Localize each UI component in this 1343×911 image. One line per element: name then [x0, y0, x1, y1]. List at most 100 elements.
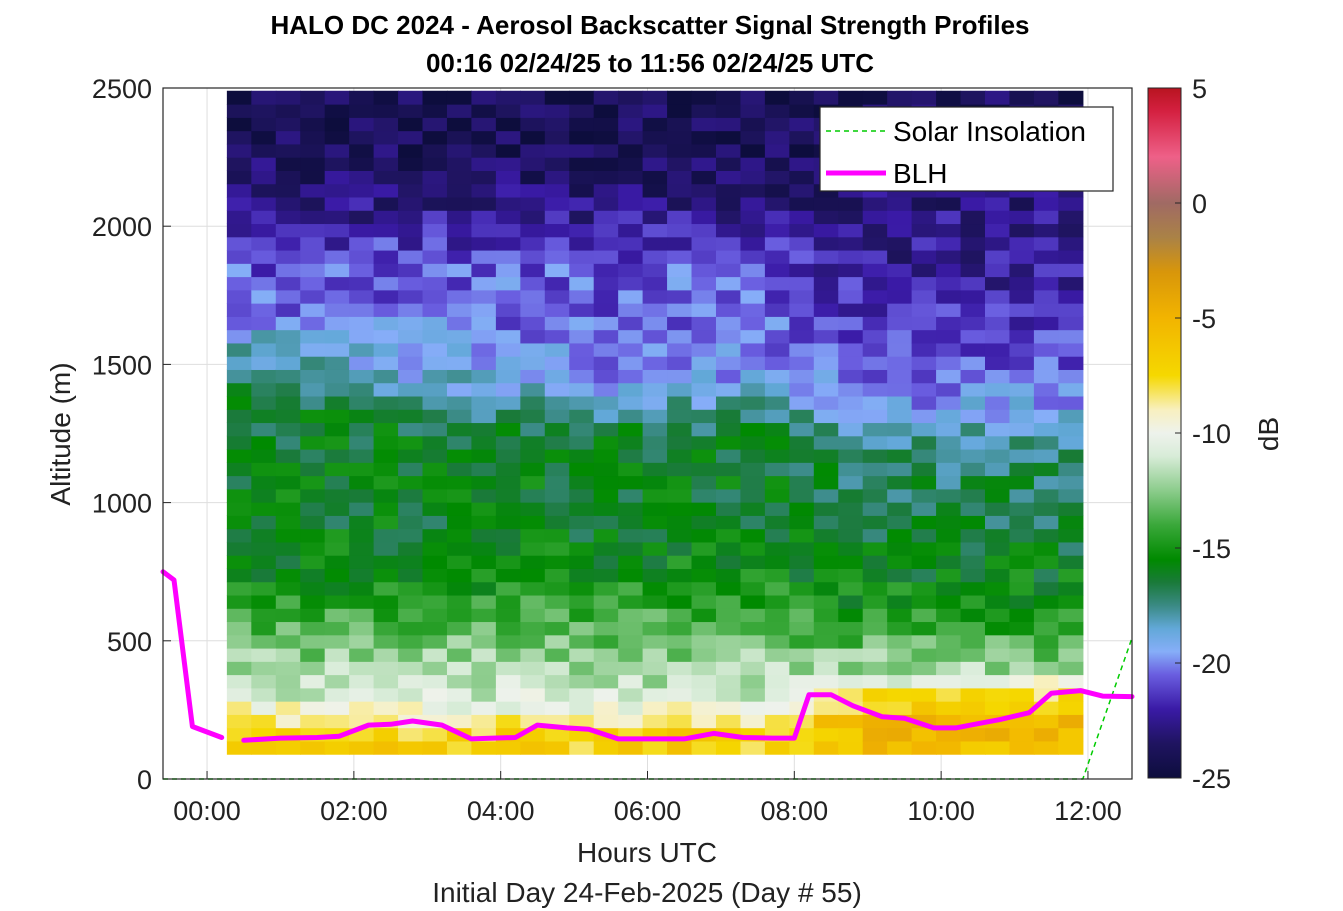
heatmap-cell [251, 488, 277, 503]
heatmap-cell [838, 409, 864, 424]
heatmap-cell [349, 608, 375, 623]
heatmap-cell [984, 621, 1011, 636]
heatmap-cell [569, 462, 595, 477]
heatmap-cell [422, 740, 448, 755]
heatmap-cell [618, 448, 644, 463]
heatmap-cell [667, 130, 693, 145]
heatmap-cell [398, 515, 424, 530]
heatmap-cell [838, 647, 864, 662]
heatmap-cell [1033, 568, 1059, 583]
heatmap-cell [422, 634, 448, 649]
heatmap-cell [911, 661, 937, 676]
heatmap-cell [691, 515, 717, 530]
heatmap-cell [715, 488, 742, 503]
heatmap-cell [936, 422, 962, 437]
heatmap-cell [373, 541, 399, 556]
heatmap-cell [691, 143, 717, 158]
heatmap-cell [642, 342, 668, 357]
heatmap-cell [618, 210, 644, 225]
heatmap-cell [544, 541, 570, 556]
heatmap-cell [520, 555, 546, 569]
heatmap-cell [373, 422, 399, 437]
heatmap-cell [691, 647, 717, 662]
heatmap-cell [520, 369, 546, 384]
heatmap-cell [226, 475, 252, 490]
heatmap-cell [1009, 528, 1035, 543]
heatmap-cell [862, 608, 888, 623]
heatmap-cell [887, 369, 913, 384]
heatmap-cell [349, 515, 375, 530]
heatmap-cell [642, 117, 668, 132]
heatmap-cell [691, 104, 717, 118]
heatmap-cell [618, 594, 644, 609]
heatmap-cell [275, 356, 301, 370]
heatmap-cell [520, 157, 546, 171]
heatmap-cell [495, 462, 521, 477]
heatmap-cell [911, 448, 937, 463]
heatmap-cell [373, 581, 399, 596]
heatmap-cell [642, 356, 668, 370]
heatmap-cell [569, 316, 595, 331]
heatmap-cell [838, 608, 864, 623]
heatmap-cell [226, 515, 252, 530]
heatmap-cell [838, 435, 864, 450]
heatmap-cell [422, 608, 448, 623]
heatmap-cell [838, 395, 864, 410]
heatmap-cell [642, 196, 668, 211]
heatmap-cell [887, 608, 913, 623]
heatmap-cell [887, 289, 913, 304]
heatmap-cell [275, 196, 301, 211]
heatmap-cell [789, 263, 815, 278]
heatmap-cell [911, 236, 937, 251]
heatmap-cell [520, 462, 546, 477]
heatmap-cell [789, 276, 815, 291]
heatmap-cell [349, 462, 375, 477]
heatmap-cell [960, 329, 986, 344]
heatmap-cell [667, 143, 693, 158]
heatmap-cell [1033, 223, 1059, 238]
heatmap-cell [349, 647, 375, 662]
heatmap-cell [862, 661, 888, 676]
heatmap-cell [398, 303, 424, 317]
heatmap-cell [471, 647, 497, 662]
heatmap-cell [1058, 661, 1084, 676]
heatmap-cell [373, 687, 399, 702]
heatmap-cell [593, 541, 619, 556]
heatmap-cell [911, 356, 937, 370]
heatmap-cell [544, 555, 570, 569]
heatmap-cell [764, 130, 790, 145]
heatmap-cell [911, 634, 937, 649]
heatmap-cell [691, 342, 717, 357]
heatmap-cell [324, 316, 350, 331]
heatmap-cell [398, 130, 424, 145]
heatmap-cell [1058, 422, 1084, 437]
heatmap-cell [838, 687, 864, 702]
heatmap-cell [838, 210, 864, 225]
legend-box [819, 106, 1114, 192]
heatmap-cell [1009, 409, 1035, 424]
heatmap-cell [887, 382, 913, 397]
heatmap-cell [691, 276, 717, 291]
heatmap-cell [398, 701, 424, 715]
heatmap-cell [349, 223, 375, 238]
heatmap-cell [593, 515, 619, 530]
heatmap-cell [398, 157, 424, 171]
heatmap-cell [691, 502, 717, 516]
heatmap-cell [715, 316, 742, 331]
heatmap-cell [789, 210, 815, 225]
heatmap-cell [520, 289, 546, 304]
heatmap-cell [569, 130, 595, 145]
heatmap-cell [300, 634, 326, 649]
heatmap-cell [1033, 714, 1059, 729]
heatmap-cell [1058, 369, 1084, 384]
heatmap-cell [226, 541, 252, 556]
heatmap-cell [495, 621, 521, 636]
heatmap-cell [667, 329, 693, 344]
heatmap-cell [642, 223, 668, 238]
heatmap-cell [740, 475, 766, 490]
heatmap-cell [740, 701, 766, 715]
heatmap-cell [618, 581, 644, 596]
heatmap-cell [373, 183, 399, 198]
heatmap-cell [446, 104, 473, 118]
heatmap-cell [911, 515, 937, 530]
